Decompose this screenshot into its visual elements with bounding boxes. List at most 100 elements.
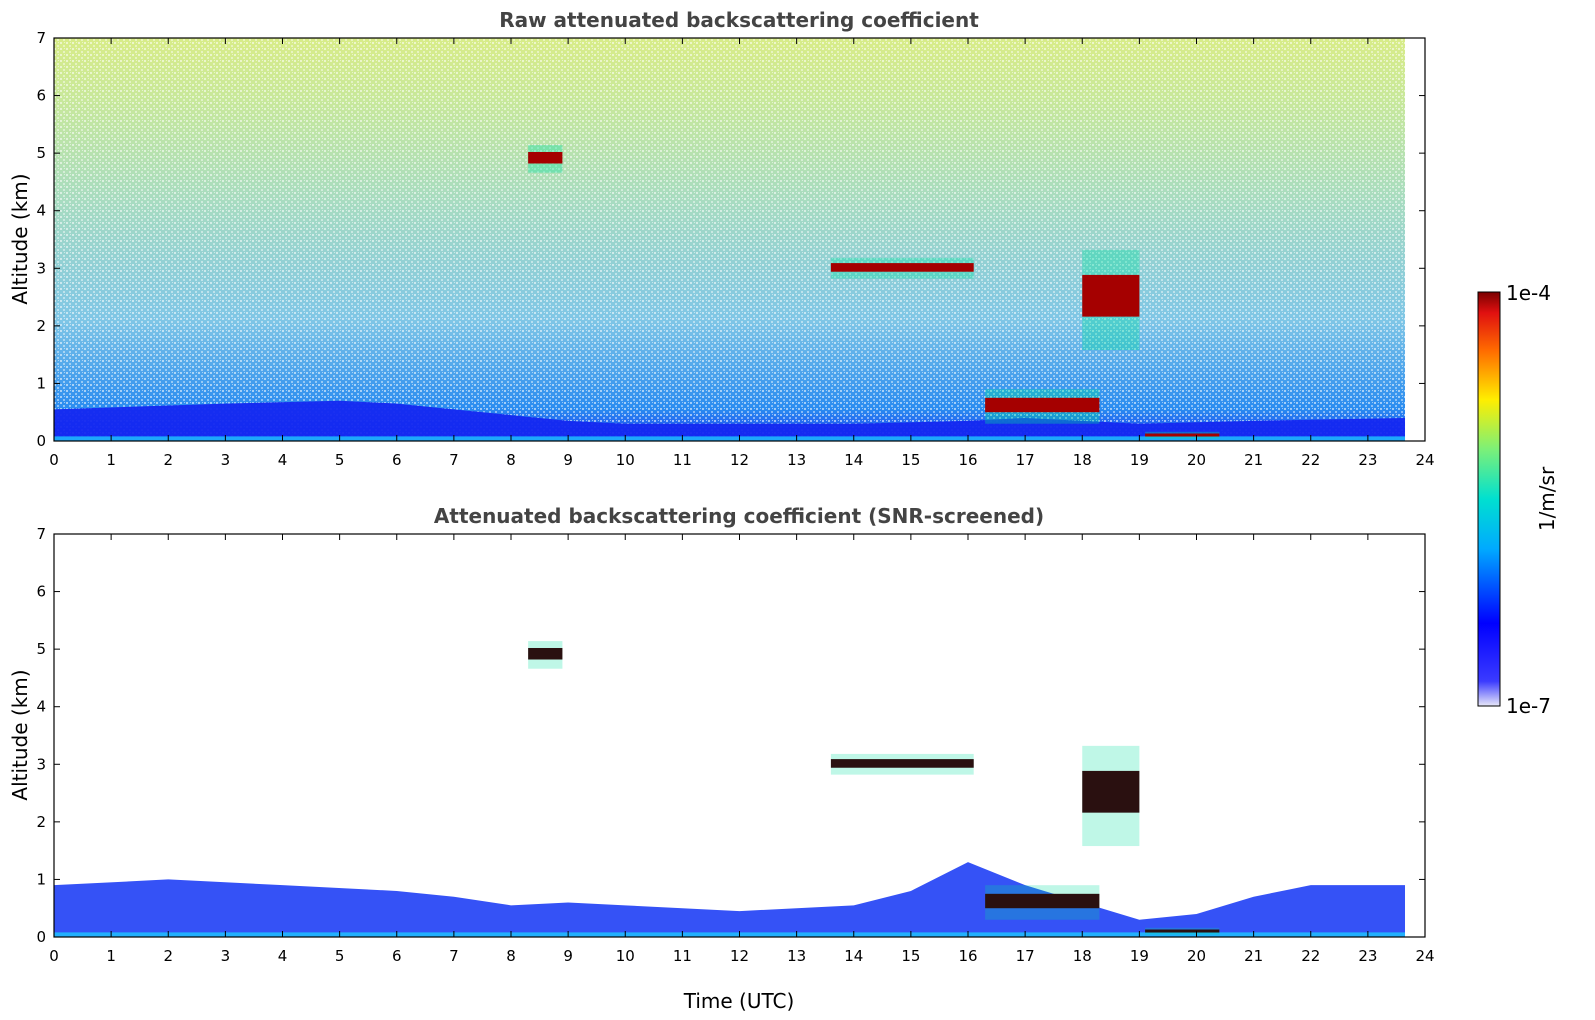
x-tick-label: 18	[1073, 947, 1092, 965]
x-tick-label: 19	[1130, 947, 1149, 965]
cloud-core-mark	[830, 263, 974, 272]
x-tick-label: 5	[335, 451, 345, 469]
x-tick-label: 3	[221, 451, 231, 469]
x-tick-label: 13	[787, 451, 806, 469]
plot-area	[53, 37, 1426, 442]
y-tick-label: 7	[36, 525, 46, 543]
x-tick-label: 21	[1244, 947, 1263, 965]
y-tick-label: 6	[36, 583, 46, 601]
x-tick-label: 11	[673, 451, 692, 469]
y-tick-label: 5	[36, 144, 46, 162]
y-axis-label: Altitude (km)	[8, 173, 32, 304]
y-tick-label: 1	[36, 870, 46, 888]
y-tick-label: 5	[36, 640, 46, 658]
x-tick-label: 6	[392, 451, 402, 469]
x-tick-label: 20	[1187, 947, 1206, 965]
y-tick-label: 2	[36, 317, 46, 335]
x-tick-label: 1	[106, 451, 116, 469]
x-tick-label: 7	[449, 451, 459, 469]
cloud-core-mark	[830, 759, 974, 768]
x-tick-label: 7	[449, 947, 459, 965]
colorbar: 1e-4 1e-7 1/m/sr	[1477, 281, 1559, 718]
cloud-core-mark	[1145, 929, 1220, 933]
x-tick-label: 23	[1358, 451, 1377, 469]
x-tick-label: 5	[335, 947, 345, 965]
cloud-core-mark	[1145, 433, 1220, 437]
x-tick-label: 12	[730, 947, 749, 965]
y-tick-label: 3	[36, 755, 46, 773]
cloud-core-mark	[985, 397, 1100, 413]
plot-area	[53, 533, 1426, 938]
cloud-core-mark	[985, 893, 1100, 909]
x-tick-label: 16	[958, 947, 977, 965]
y-tick-label: 6	[36, 87, 46, 105]
y-tick-label: 7	[36, 29, 46, 47]
cloud-core-mark	[1082, 770, 1140, 813]
snr-screened-panel: Attenuated backscattering coefficient (S…	[8, 504, 1435, 1013]
x-tick-label: 13	[787, 947, 806, 965]
boundary-layer-mark	[54, 400, 1406, 441]
y-axis: 0 1 2 3 4 5 6 7	[36, 29, 1425, 450]
x-axis: 0 1 2 3 4 5 6 7 8 9 10 11 12 13 14 15 16 17 18 19 20 21 22 23 24	[49, 38, 1435, 469]
x-tick-label: 17	[1016, 451, 1035, 469]
y-tick-label: 4	[36, 698, 46, 716]
surface-layer-mark	[54, 436, 1406, 441]
y-axis: 0 1 2 3 4 5 6 7	[36, 525, 1425, 946]
x-tick-label: 14	[844, 947, 863, 965]
x-tick-label: 20	[1187, 451, 1206, 469]
x-tick-label: 22	[1301, 451, 1320, 469]
y-tick-label: 2	[36, 813, 46, 831]
y-tick-label: 4	[36, 202, 46, 220]
x-tick-label: 15	[901, 947, 920, 965]
colorbar-max-label: 1e-4	[1506, 281, 1551, 305]
x-tick-label: 11	[673, 947, 692, 965]
x-tick-label: 2	[163, 451, 173, 469]
cloud-core-mark	[1082, 274, 1140, 317]
x-tick-label: 0	[49, 947, 59, 965]
x-tick-label: 4	[278, 451, 288, 469]
x-tick-label: 21	[1244, 451, 1263, 469]
x-axis-label: Time (UTC)	[683, 989, 795, 1013]
cloud-core-mark	[528, 151, 563, 164]
x-axis: 0 1 2 3 4 5 6 7 8 9 10 11 12 13 14 15 16 17 18 19 20 21 22 23 24	[49, 534, 1435, 965]
cloud-core-mark	[528, 647, 563, 660]
x-tick-label: 15	[901, 451, 920, 469]
x-tick-label: 10	[616, 947, 635, 965]
x-tick-label: 12	[730, 451, 749, 469]
colorbar-gradient	[1477, 291, 1501, 707]
y-tick-label: 0	[36, 432, 46, 450]
x-tick-label: 9	[563, 451, 573, 469]
chart-title: Raw attenuated backscattering coefficien…	[499, 8, 979, 32]
colorbar-min-label: 1e-7	[1506, 694, 1551, 718]
x-tick-label: 23	[1358, 947, 1377, 965]
x-tick-label: 2	[163, 947, 173, 965]
y-tick-label: 3	[36, 259, 46, 277]
y-tick-label: 1	[36, 374, 46, 392]
noise-texture	[54, 38, 1406, 441]
boundary-layer-mark	[54, 862, 1406, 937]
surface-layer-mark	[54, 932, 1406, 937]
plot-frame	[53, 533, 1426, 938]
y-tick-label: 0	[36, 928, 46, 946]
x-tick-label: 10	[616, 451, 635, 469]
x-tick-label: 3	[221, 947, 231, 965]
x-tick-label: 6	[392, 947, 402, 965]
x-tick-label: 1	[106, 947, 116, 965]
x-tick-label: 9	[563, 947, 573, 965]
x-tick-label: 24	[1415, 947, 1434, 965]
x-tick-label: 4	[278, 947, 288, 965]
colorbar-unit-label: 1/m/sr	[1535, 466, 1559, 531]
raw-backscatter-panel: Raw attenuated backscattering coefficien…	[8, 8, 1435, 469]
chart-title: Attenuated backscattering coefficient (S…	[434, 504, 1044, 528]
x-tick-label: 8	[506, 947, 516, 965]
x-tick-label: 0	[49, 451, 59, 469]
x-tick-label: 22	[1301, 947, 1320, 965]
y-axis-label: Altitude (km)	[8, 669, 32, 800]
x-tick-label: 8	[506, 451, 516, 469]
x-tick-label: 16	[958, 451, 977, 469]
x-tick-label: 19	[1130, 451, 1149, 469]
x-tick-label: 24	[1415, 451, 1434, 469]
x-tick-label: 14	[844, 451, 863, 469]
x-tick-label: 17	[1016, 947, 1035, 965]
